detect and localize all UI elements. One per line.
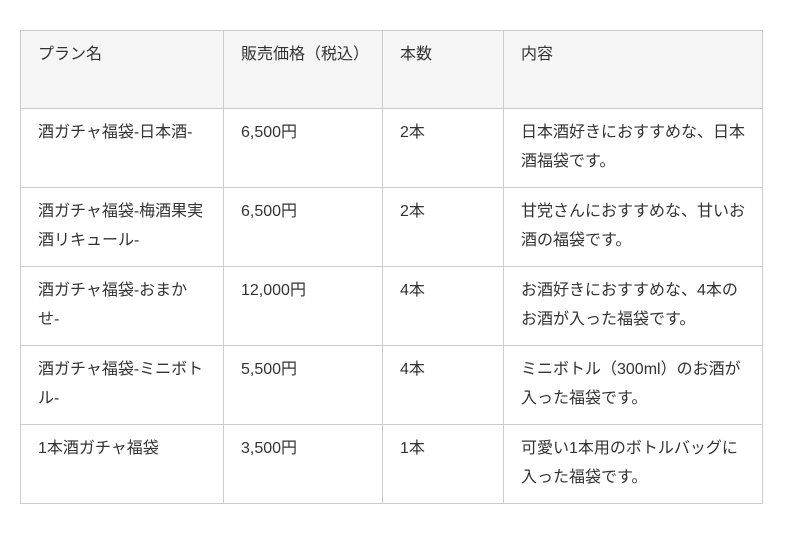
table-row: 1本酒ガチャ福袋 3,500円 1本 可愛い1本用のボトルバッグに入った福袋です。: [20, 424, 763, 504]
column-header-bottle-count: 本数: [382, 30, 504, 109]
column-header-plan-name: プラン名: [20, 30, 224, 109]
table-row: 酒ガチャ福袋-梅酒果実酒リキュール- 6,500円 2本 甘党さんにおすすめな、甘いお…: [20, 187, 763, 267]
pricing-table: プラン名 販売価格（税込） 本数 内容 酒ガチャ福袋-日本酒- 6,500円 2本日…: [20, 30, 763, 504]
plan-name-cell: 酒ガチャ福袋-ミニボトル-: [20, 345, 224, 425]
contents-cell: 甘党さんにおすすめな、甘いお酒の福袋です。: [503, 187, 763, 267]
contents-cell: 可愛い1本用のボトルバッグに入った福袋です。: [503, 424, 763, 504]
column-header-price: 販売価格（税込）: [223, 30, 383, 109]
header-row: プラン名 販売価格（税込） 本数 内容: [20, 30, 763, 109]
contents-cell: ミニボトル（300ml）のお酒が入った福袋です。: [503, 345, 763, 425]
contents-cell: 日本酒好きにおすすめな、日本酒福袋です。: [503, 108, 763, 188]
price-cell: 6,500円: [223, 108, 383, 188]
plan-name-cell: 1本酒ガチャ福袋: [20, 424, 224, 504]
plan-name-cell: 酒ガチャ福袋-日本酒-: [20, 108, 224, 188]
column-header-contents: 内容: [503, 30, 763, 109]
price-cell: 12,000円: [223, 266, 383, 346]
table-row: 酒ガチャ福袋-ミニボトル- 5,500円 4本 ミニボトル（300ml）のお酒が入った…: [20, 345, 763, 425]
plan-name-cell: 酒ガチャ福袋-梅酒果実酒リキュール-: [20, 187, 224, 267]
bottle-count-cell: 2本: [382, 187, 504, 267]
bottle-count-cell: 4本: [382, 266, 504, 346]
bottle-count-cell: 4本: [382, 345, 504, 425]
price-cell: 6,500円: [223, 187, 383, 267]
contents-cell: お酒好きにおすすめな、4本のお酒が入った福袋です。: [503, 266, 763, 346]
bottle-count-cell: 2本: [382, 108, 504, 188]
bottle-count-cell: 1本: [382, 424, 504, 504]
price-cell: 5,500円: [223, 345, 383, 425]
table-row: 酒ガチャ福袋-おまかせ- 12,000円 4本 お酒好きにおすすめな、4本のお酒が入っ…: [20, 266, 763, 346]
price-cell: 3,500円: [223, 424, 383, 504]
plan-name-cell: 酒ガチャ福袋-おまかせ-: [20, 266, 224, 346]
table-row: 酒ガチャ福袋-日本酒- 6,500円 2本 日本酒好きにおすすめな、日本酒福袋です。: [20, 108, 763, 188]
